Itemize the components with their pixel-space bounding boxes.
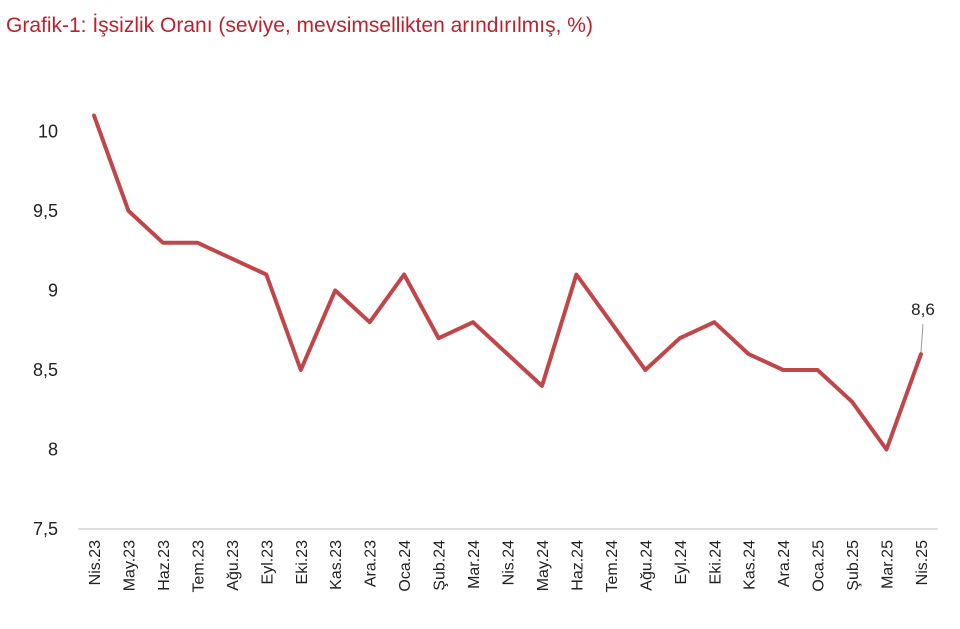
chart-title: Grafik-1: İşsizlik Oranı (seviye, mevsim… bbox=[6, 14, 593, 37]
data-labels: 8,6 bbox=[911, 300, 935, 353]
x-axis-labels: Nis.23 May.23 Haz.23 Tem.23 Ağu.23 Eyl.23 Eki.… bbox=[87, 540, 931, 593]
x-tick-label: Tem.23 bbox=[190, 540, 207, 593]
x-tick-label: Oca.25 bbox=[811, 540, 828, 592]
x-tick-label: May.24 bbox=[535, 540, 552, 591]
data-label: 8,6 bbox=[911, 300, 935, 319]
x-tick-label: Nis.23 bbox=[87, 540, 104, 585]
x-tick-label: Oca.24 bbox=[397, 540, 414, 592]
series-line bbox=[92, 113, 923, 452]
x-tick-label: Mar.24 bbox=[466, 540, 483, 589]
x-tick-label: Haz.24 bbox=[569, 540, 586, 591]
x-tick-label: Tem.24 bbox=[604, 540, 621, 593]
x-tick-label: Mar.25 bbox=[880, 540, 897, 589]
x-tick-label: Eki.23 bbox=[294, 540, 311, 585]
y-axis-labels: 10 9,5 9 8,5 8 7,5 bbox=[33, 121, 58, 539]
x-tick-label: Ara.24 bbox=[776, 540, 793, 587]
x-tick-label: Eki.24 bbox=[707, 540, 724, 585]
x-tick-label: Ara.23 bbox=[363, 540, 380, 587]
y-tick-label: 9,5 bbox=[33, 201, 58, 221]
x-tick-label: Eyl.23 bbox=[259, 540, 276, 585]
x-tick-label: Şub.25 bbox=[845, 540, 862, 591]
y-tick-label: 8 bbox=[48, 439, 58, 459]
x-tick-label: Kas.24 bbox=[742, 540, 759, 590]
x-tick-label: Ağu.24 bbox=[638, 540, 655, 591]
x-tick-label: Haz.23 bbox=[156, 540, 173, 591]
data-label-leader bbox=[920, 324, 924, 353]
x-tick-label: Nis.24 bbox=[501, 540, 518, 585]
x-tick-label: Kas.23 bbox=[328, 540, 345, 590]
y-tick-label: 8,5 bbox=[33, 360, 58, 380]
x-tick-label: Eyl.24 bbox=[673, 540, 690, 585]
x-tick-label: Nis.25 bbox=[914, 540, 931, 585]
x-tick-label: May.23 bbox=[121, 540, 138, 591]
y-tick-label: 9 bbox=[48, 280, 58, 300]
x-tick-label: Ağu.23 bbox=[225, 540, 242, 591]
x-tick-label: Şub.24 bbox=[432, 540, 449, 591]
y-tick-label: 10 bbox=[38, 121, 58, 141]
y-tick-label: 7,5 bbox=[33, 519, 58, 539]
